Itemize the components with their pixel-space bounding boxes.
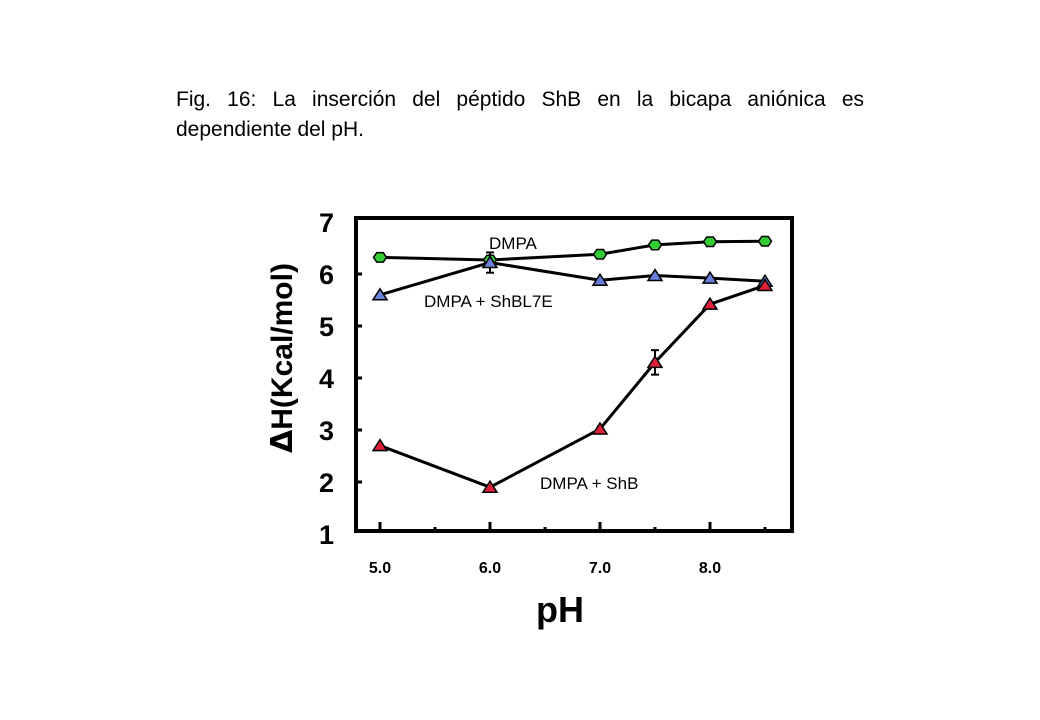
chart-axes	[354, 216, 794, 533]
y-tick-label: 2	[319, 468, 334, 498]
data-point	[702, 236, 718, 248]
data-point	[591, 272, 609, 286]
data-point	[481, 479, 499, 493]
data-point	[701, 296, 719, 310]
y-tick-label: 6	[319, 260, 334, 290]
x-tick-label: 8.0	[699, 560, 721, 577]
series-0	[372, 235, 773, 266]
data-point	[371, 438, 389, 452]
series-line	[379, 261, 766, 297]
series-label-2: DMPA + ShB	[540, 474, 638, 493]
series-label-0: DMPA	[489, 234, 538, 253]
series-line	[379, 284, 766, 489]
y-axis-title: ΔH(Kcal/mol)	[265, 263, 300, 453]
data-point	[372, 251, 388, 263]
x-tick-label: 7.0	[589, 560, 611, 577]
x-tick-label: 5.0	[369, 560, 391, 577]
y-tick-label: 7	[319, 208, 334, 238]
y-axis-title-delta: Δ	[265, 429, 300, 453]
series-1	[371, 251, 774, 301]
x-tick-labels: 5.0 6.0 7.0 8.0	[369, 560, 721, 577]
data-point	[647, 239, 663, 251]
y-axis-title-text: H(Kcal/mol)	[266, 263, 299, 430]
series-line	[379, 239, 766, 262]
data-point	[591, 421, 609, 435]
y-tick-labels: 1 2 3 4 5 6 7	[319, 208, 334, 550]
series-2	[371, 278, 774, 493]
data-point	[481, 255, 499, 269]
chart-series	[371, 235, 774, 493]
series-label-1: DMPA + ShBL7E	[424, 292, 553, 311]
data-point	[756, 278, 774, 292]
figure-caption: Fig. 16: La inserción del péptido ShB en…	[176, 88, 864, 141]
y-tick-label: 1	[319, 520, 334, 550]
data-point	[646, 355, 664, 369]
data-point	[371, 287, 389, 301]
data-point	[646, 268, 664, 282]
y-tick-label: 4	[319, 364, 334, 394]
data-point	[757, 235, 773, 247]
series-labels: DMPA DMPA + ShBL7E DMPA + ShB	[424, 234, 638, 493]
x-tick-label: 6.0	[479, 560, 501, 577]
plot-frame	[354, 216, 794, 533]
x-axis-title: pH	[536, 589, 584, 630]
data-point	[592, 248, 608, 260]
data-point	[701, 270, 719, 284]
y-tick-label: 3	[319, 416, 334, 446]
y-tick-label: 5	[319, 312, 334, 342]
